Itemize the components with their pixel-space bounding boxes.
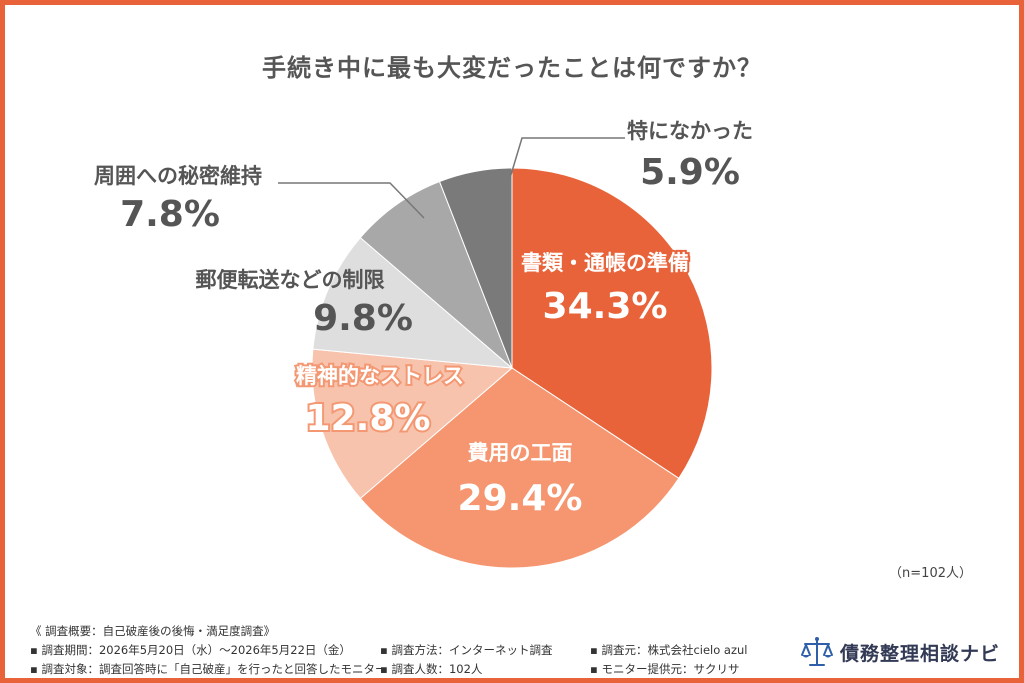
- survey-footer: 《 調査概要：自己破産後の後悔・満足度調査》 ▪ 調査期間：2026年5月20日…: [30, 622, 748, 679]
- slice-value-6: 5.9%: [640, 152, 740, 193]
- pie-slice-4: [312, 236, 514, 369]
- survey-method: ▪ 調査方法：インターネット調査: [380, 643, 553, 657]
- slice-value-1: 34.3%: [543, 286, 668, 327]
- leader-line-5: [278, 182, 425, 219]
- slice-label-5: 周囲への秘密維持: [94, 164, 262, 188]
- slice-label-2: 費用の工面: [468, 441, 573, 465]
- footer-row-2: ▪ 調査対象：調査回答時に「自己破産」を行ったと回答したモニター▪ 調査人数：1…: [30, 660, 748, 679]
- slice-label-4: 郵便転送などの制限: [196, 268, 385, 292]
- slice-label-3: 精神的なストレス: [296, 364, 464, 388]
- sample-size-note: （n=102人）: [889, 566, 972, 581]
- chart-title: 手続き中に最も大変だったことは何ですか？: [262, 54, 762, 82]
- slice-label-6: 特になかった: [627, 119, 753, 143]
- pie-slice-3: [311, 348, 514, 500]
- scales-icon: [801, 637, 833, 666]
- footer-heading: 《 調査概要：自己破産後の後悔・満足度調査》: [30, 624, 276, 638]
- logo-text: 債務整理相談ナビ: [840, 642, 1001, 665]
- pie-slice-6: [438, 167, 513, 369]
- slice-value-3: 12.8%: [306, 398, 431, 439]
- logo: 債務整理相談ナビ: [800, 632, 1000, 672]
- pie-slice-5: [359, 180, 513, 369]
- slice-value-4: 9.8%: [313, 298, 413, 339]
- slice-value-5: 7.8%: [120, 194, 220, 235]
- footer-row-1: ▪ 調査期間：2026年5月20日（水）〜2026年5月22日（金） ▪ 調査方法…: [30, 641, 748, 660]
- survey-source: ▪ 調査元：株式会社cielo azul: [590, 643, 748, 657]
- survey-provider: ▪ モニター提供元：サクリサ: [590, 662, 740, 676]
- slice-label-1: 書類・通帳の準備: [521, 251, 689, 275]
- leader-line-6: [509, 137, 625, 179]
- survey-count: ▪ 調査人数：102人: [380, 662, 483, 676]
- survey-period: ▪ 調査期間：2026年5月20日（水）〜2026年5月22日（金）: [30, 643, 351, 657]
- slice-value-2: 29.4%: [458, 478, 583, 519]
- survey-target: ▪ 調査対象：調査回答時に「自己破産」を行ったと回答したモニター: [30, 662, 387, 676]
- pie-slice-2: [359, 367, 680, 569]
